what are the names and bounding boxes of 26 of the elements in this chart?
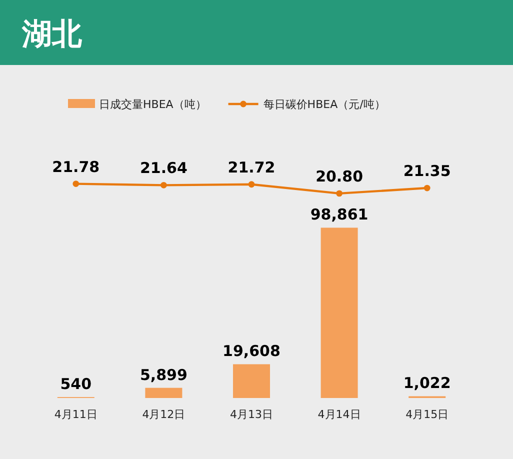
point (160, 182, 167, 188)
data-label: 21.64 (140, 159, 188, 178)
data-label: 20.80 (316, 167, 364, 186)
x-tick-label: 4月11日 (54, 408, 98, 421)
data-label: 5,899 (140, 366, 188, 384)
chart-title: 湖北 (21, 17, 83, 52)
x-tick-label: 4月13日 (230, 408, 273, 421)
legend-label: 日成交量HBEA（吨） (99, 98, 206, 111)
data-label: 98,861 (310, 206, 368, 224)
point (248, 181, 255, 188)
point (72, 180, 80, 187)
bar (233, 364, 270, 398)
point (424, 184, 430, 192)
legend-label: 每日碳价HBEA（元/吨） (263, 98, 386, 111)
bar (145, 388, 182, 398)
data-label: 1,022 (403, 374, 451, 392)
bar (320, 228, 358, 398)
data-label: 21.72 (228, 158, 276, 176)
x-tick-label: 4月15日 (406, 408, 449, 421)
data-label: 21.35 (403, 162, 451, 180)
point (336, 190, 342, 197)
data-label: 19,608 (222, 342, 280, 360)
x-tick-label: 4月14日 (318, 408, 361, 421)
data-label: 21.78 (52, 158, 100, 176)
data-label: 540 (60, 375, 92, 394)
x-tick-label: 4月12日 (142, 408, 186, 421)
